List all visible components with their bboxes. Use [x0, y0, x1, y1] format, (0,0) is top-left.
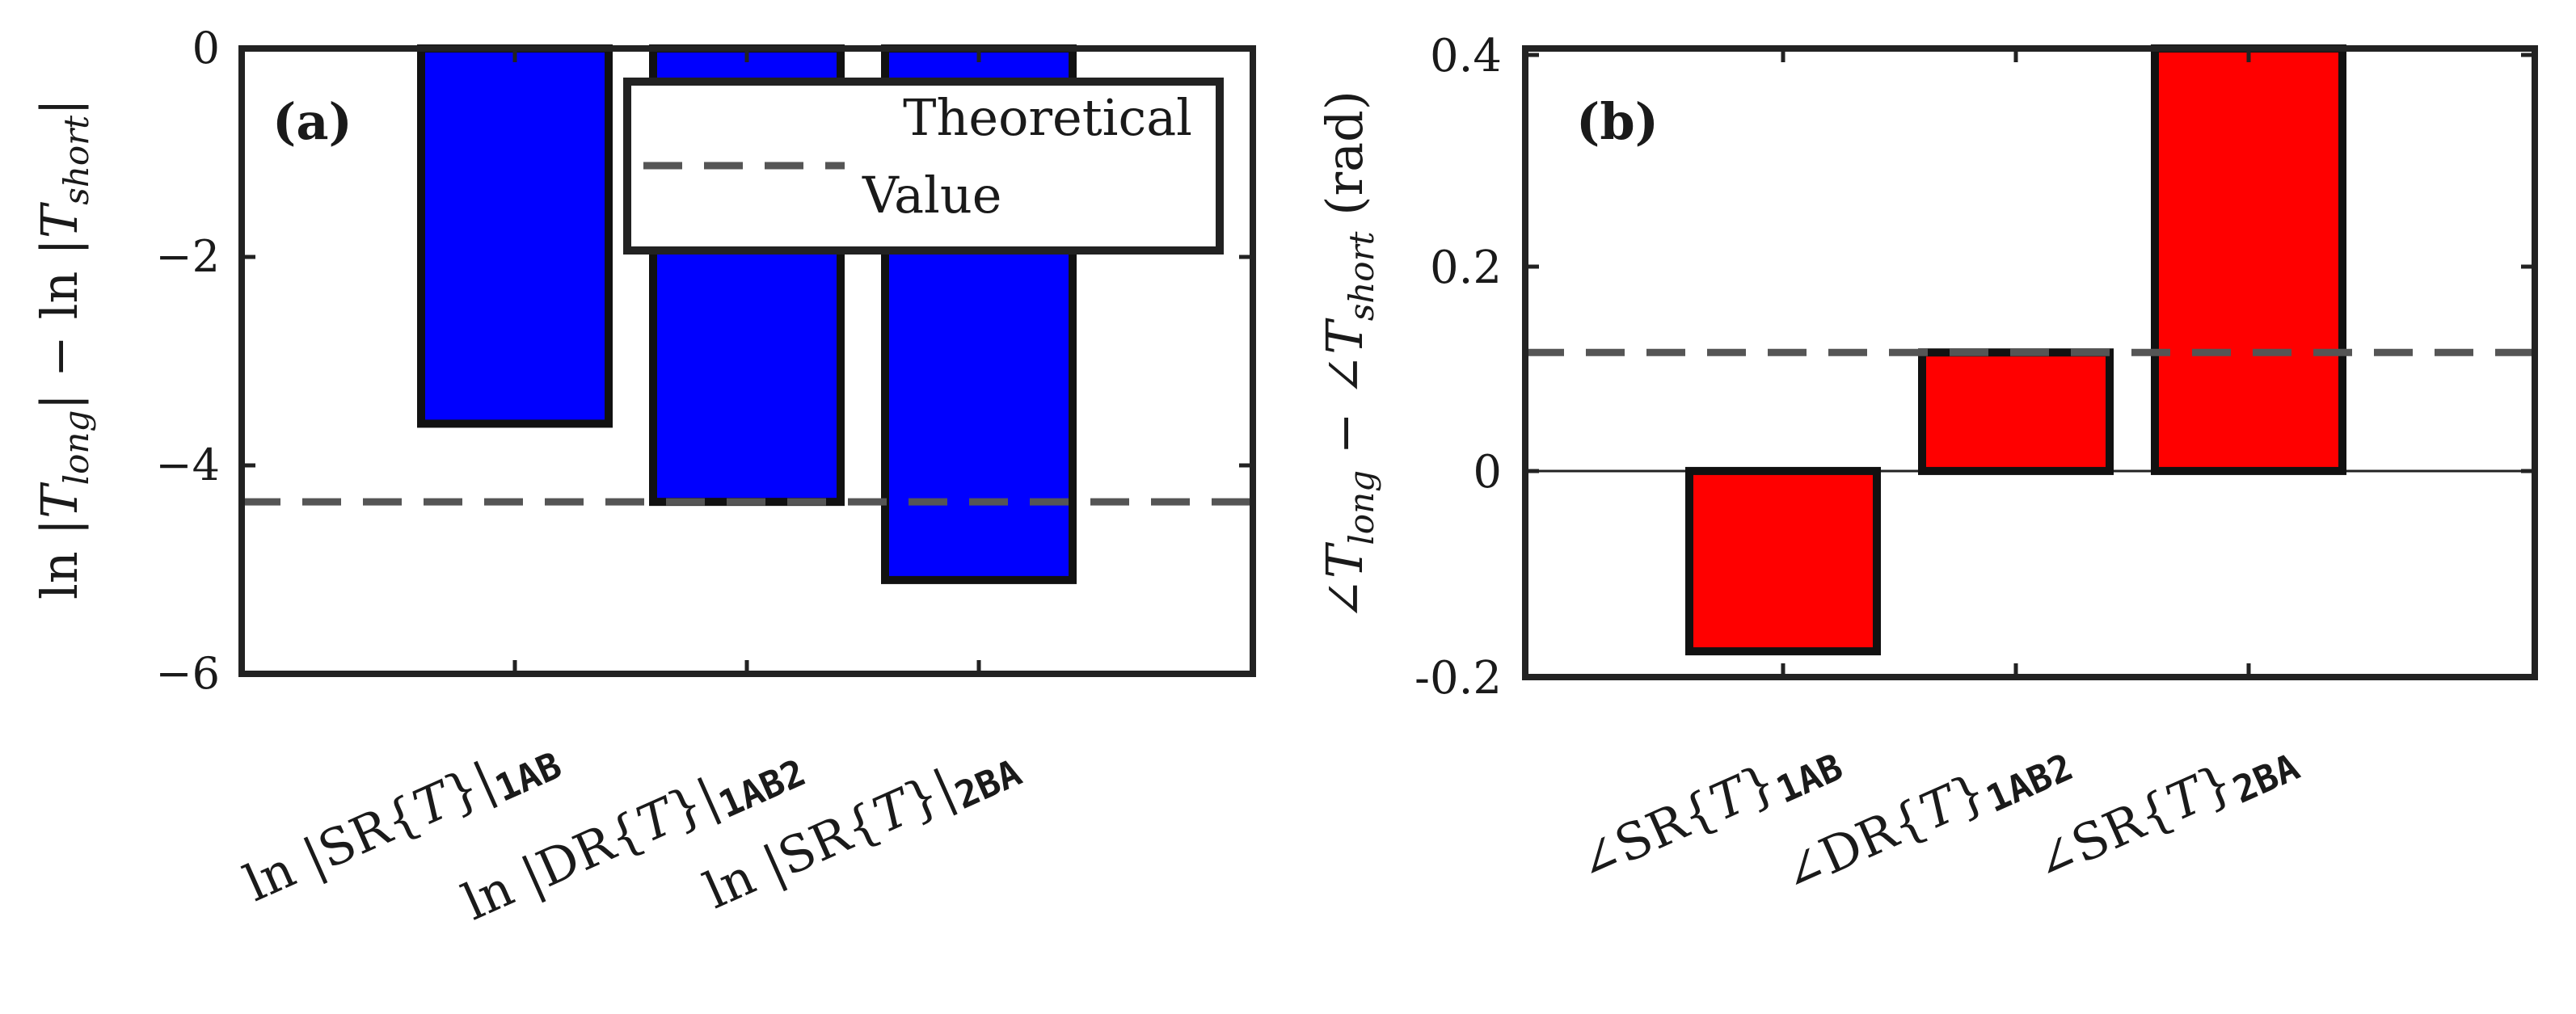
panel-a-xtick-label-2: ln |SR{T}|2BA	[695, 730, 1027, 926]
panel-b-ytick-label-0: 0.4	[1430, 30, 1502, 82]
panel-b-ytick-label-1: 0.2	[1430, 242, 1502, 294]
panel-a-ytick-label-0: 0	[192, 23, 220, 74]
panel-a-ytick-label-1: −2	[155, 231, 220, 282]
panel-b-ytick-label-3: -0.2	[1414, 652, 1502, 705]
legend: Theoretical Value	[623, 78, 1224, 255]
panel-a-ytick-label-3: −6	[155, 648, 220, 699]
panel-b-bar-1ab2	[1918, 348, 2114, 475]
panel-b-ytick-1: 0.2	[1430, 242, 2535, 294]
panel-a: ln |Tlong| − ln |Tshort| 0 −2 −4 −6	[30, 23, 1256, 932]
panel-b-bar-2ba	[2151, 44, 2346, 475]
panel-b-axes-box	[1522, 45, 2538, 680]
panel-a-ylabel: ln |Tlong| − ln |Tshort|	[30, 99, 96, 600]
panel-b: ∠Tlong − ∠Tshort (rad) 0.4 0.2 0 -0.2	[1315, 30, 2538, 903]
panel-b-ytick-label-2: 0	[1473, 446, 1502, 499]
panel-a-ytick-label-2: −4	[155, 440, 220, 490]
panel-b-ylabel: ∠Tlong − ∠Tshort (rad)	[1315, 90, 1381, 621]
panel-b-ytick-0: 0.4	[1430, 30, 2535, 82]
svg-text:ln |SR{T}|2BA: ln |SR{T}|2BA	[695, 730, 1027, 926]
legend-text-line1: Theoretical	[903, 88, 1192, 147]
legend-text-line2: Value	[862, 166, 1002, 225]
panel-b-label: (b)	[1576, 92, 1659, 151]
svg-text:∠SR{T}2BA: ∠SR{T}2BA	[2025, 725, 2306, 898]
panel-b-xtick-label-2: ∠SR{T}2BA	[2025, 725, 2306, 898]
panel-b-bar-1ab	[1685, 466, 1881, 656]
panel-a-label: (a)	[272, 92, 352, 151]
panel-a-bar-1ab	[417, 44, 613, 428]
panel-a-axes-box	[238, 45, 1256, 677]
